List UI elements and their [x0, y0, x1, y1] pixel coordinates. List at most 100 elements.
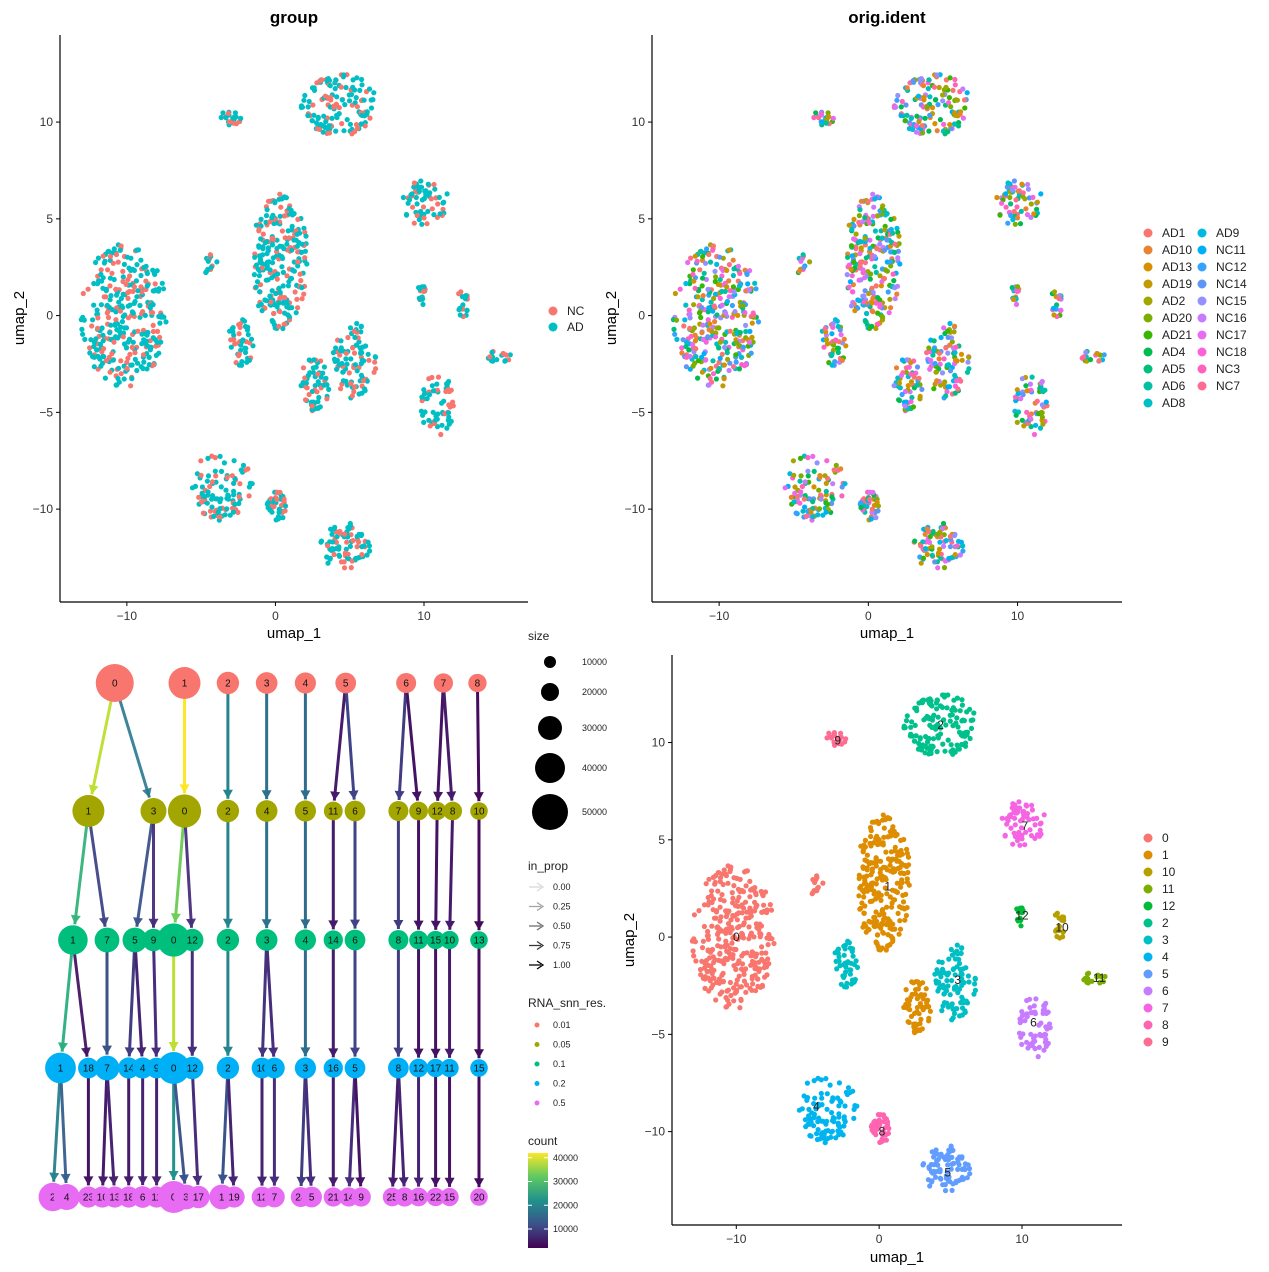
cell-point	[800, 252, 806, 258]
cell-point	[321, 364, 327, 370]
cell-point	[867, 898, 873, 905]
cell-point	[1017, 221, 1024, 227]
cell-point	[960, 115, 967, 121]
cell-point	[968, 725, 975, 732]
cell-point	[925, 997, 931, 1003]
cell-point	[728, 992, 734, 999]
cell-point	[696, 310, 703, 316]
tree-edge	[135, 810, 155, 927]
cell-point	[436, 194, 442, 200]
cell-point	[814, 885, 821, 892]
cell-point	[888, 259, 894, 265]
cell-point	[103, 294, 109, 300]
cell-point	[936, 356, 942, 362]
cell-point	[354, 533, 360, 540]
cell-point	[342, 550, 348, 556]
cell-point	[796, 268, 802, 274]
cell-point	[821, 1131, 827, 1138]
cell-point	[108, 293, 114, 299]
cell-point	[846, 284, 852, 290]
cell-point	[154, 339, 160, 345]
cell-point	[145, 329, 151, 336]
cell-point	[907, 733, 914, 739]
cell-point	[120, 291, 126, 297]
cell-point	[1015, 918, 1021, 924]
cell-point	[231, 480, 237, 486]
x-tick-label: −10	[709, 609, 730, 623]
legend-label: AD4	[1162, 345, 1186, 359]
tree-edge-arrow	[445, 920, 455, 930]
cell-point	[921, 94, 927, 100]
cell-point	[712, 268, 718, 274]
cell-point	[268, 299, 274, 305]
cell-point	[734, 917, 741, 923]
legend-key	[1143, 850, 1153, 860]
cell-point	[134, 294, 140, 300]
cell-point	[695, 375, 701, 381]
cell-point	[419, 197, 425, 203]
cell-point	[819, 119, 825, 125]
cell-point	[724, 284, 730, 290]
cell-point	[944, 1169, 950, 1175]
cell-point	[872, 264, 878, 270]
cell-point	[256, 303, 262, 309]
cell-point	[450, 399, 456, 405]
cell-point	[350, 538, 356, 544]
cell-point	[275, 271, 281, 277]
cell-point	[916, 119, 922, 125]
legend-label: 7	[1162, 1001, 1169, 1015]
cell-point	[424, 221, 430, 227]
cell-point	[844, 272, 850, 278]
cell-point	[965, 359, 971, 365]
cell-point	[815, 1127, 821, 1133]
cell-point	[701, 923, 708, 930]
cell-point	[713, 979, 720, 986]
cell-point	[859, 900, 865, 906]
cell-point	[871, 914, 877, 921]
cell-point	[1089, 978, 1095, 984]
tree-node-label: 12	[187, 936, 199, 947]
legend-key	[1197, 313, 1207, 323]
cell-point	[278, 204, 284, 210]
cell-point	[349, 131, 355, 137]
tree-edge-arrow	[328, 1177, 339, 1187]
cell-point	[997, 212, 1003, 218]
cell-point	[1023, 802, 1029, 808]
cell-point	[118, 295, 124, 302]
legend-key	[1143, 228, 1153, 238]
tree-node-label: 9	[358, 1193, 364, 1204]
cell-point	[922, 115, 928, 121]
cell-point	[347, 325, 354, 331]
size-legend-label: 40000	[582, 763, 607, 773]
cell-point	[725, 356, 731, 362]
cell-point	[232, 501, 238, 507]
cell-point	[434, 214, 440, 220]
cell-point	[952, 372, 958, 378]
cell-point	[82, 336, 88, 342]
tree-node	[264, 1186, 285, 1208]
cell-point	[299, 296, 305, 302]
cell-point	[339, 360, 345, 367]
cell-point	[875, 295, 881, 301]
cell-point	[902, 725, 908, 731]
cell-point	[711, 303, 717, 309]
cell-point	[733, 352, 739, 358]
cell-point	[875, 321, 881, 327]
cell-point	[462, 296, 468, 302]
cell-point	[218, 484, 224, 490]
cell-point	[824, 1091, 830, 1097]
cell-point	[303, 233, 309, 239]
cell-point	[819, 1095, 825, 1101]
cell-point	[714, 931, 721, 938]
cell-point	[118, 371, 124, 377]
cell-point	[329, 115, 335, 121]
legend-label: 12	[1162, 899, 1176, 913]
cell-point	[144, 270, 150, 277]
cell-point	[331, 526, 337, 532]
tree-node	[470, 931, 488, 949]
cell-point	[823, 509, 829, 515]
cell-point	[279, 228, 285, 234]
cell-point	[294, 296, 300, 302]
cell-point	[445, 380, 451, 386]
cell-point	[438, 431, 444, 438]
